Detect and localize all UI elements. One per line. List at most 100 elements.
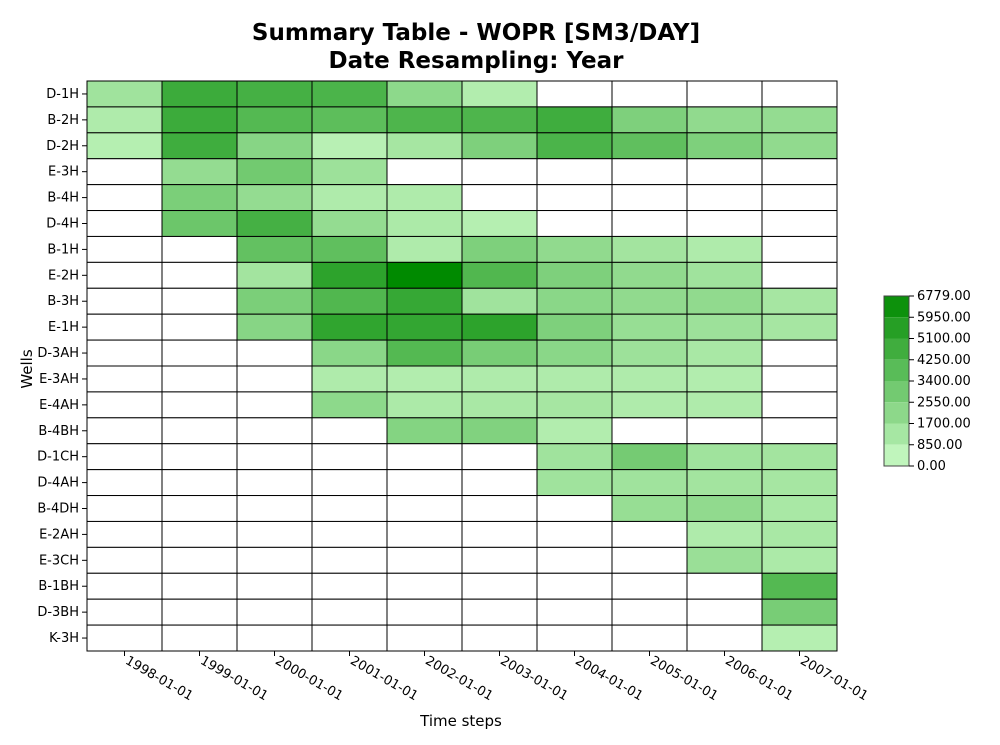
x-tick-label: 2003-01-01 bbox=[498, 653, 571, 704]
heatmap-cell bbox=[611, 313, 688, 341]
legend-tick-label: 3400.00 bbox=[917, 374, 971, 389]
heatmap-cell bbox=[161, 391, 238, 419]
heatmap-cell bbox=[461, 495, 538, 522]
heatmap-cell bbox=[611, 106, 688, 134]
heatmap-cell bbox=[461, 572, 538, 600]
heatmap-cell bbox=[761, 261, 838, 289]
color-legend: 6779.00 5950.00 5100.00 4250.00 3400.00 2550.… bbox=[883, 289, 971, 474]
heatmap-cell bbox=[161, 210, 238, 237]
heatmap-cell bbox=[761, 158, 838, 186]
heatmap-cell bbox=[761, 210, 838, 237]
legend-color-band bbox=[884, 338, 909, 360]
heatmap-cell bbox=[761, 106, 838, 134]
heatmap-cell bbox=[86, 572, 163, 600]
heatmap-cell bbox=[611, 287, 688, 315]
heatmap-cell bbox=[86, 598, 163, 626]
heatmap-cell bbox=[386, 235, 463, 263]
heatmap-cell bbox=[761, 287, 838, 315]
heatmap-cell bbox=[86, 520, 163, 548]
heatmap-cell bbox=[686, 546, 763, 574]
heatmap-cell bbox=[536, 443, 613, 471]
heatmap-cell bbox=[536, 598, 613, 626]
heatmap-cell bbox=[611, 339, 688, 367]
y-tick-label: D-4H bbox=[46, 217, 79, 232]
legend-color-band bbox=[884, 444, 909, 466]
chart-subtitle: Date Resampling: Year bbox=[329, 48, 625, 74]
heatmap-cell bbox=[311, 598, 388, 626]
heatmap-cell bbox=[236, 495, 313, 522]
heatmap-cell bbox=[161, 235, 238, 263]
heatmap-cell bbox=[311, 210, 388, 237]
heatmap-cell bbox=[461, 132, 538, 160]
heatmap-cell bbox=[686, 158, 763, 186]
legend-tick-label: 850.00 bbox=[917, 438, 963, 453]
heatmap-cell bbox=[761, 598, 838, 626]
heatmap-cell bbox=[311, 546, 388, 574]
legend-tick-label: 5950.00 bbox=[917, 310, 971, 325]
heatmap-cell bbox=[236, 106, 313, 134]
heatmap-cell bbox=[86, 106, 163, 134]
heatmap-cell bbox=[536, 184, 613, 212]
heatmap-cell bbox=[86, 417, 163, 445]
heatmap-cell bbox=[311, 469, 388, 497]
heatmap-cell bbox=[686, 106, 763, 134]
heatmap-cell bbox=[236, 313, 313, 341]
heatmap-cell bbox=[86, 132, 163, 160]
y-tick-label: E-1H bbox=[48, 320, 79, 335]
heatmap-cell bbox=[461, 287, 538, 315]
y-tick-label: B-3H bbox=[47, 294, 79, 309]
heatmap-cell bbox=[611, 520, 688, 548]
x-tick-label: 2001-01-01 bbox=[348, 653, 421, 704]
y-tick-label: E-3CH bbox=[39, 553, 79, 568]
heatmap-cell bbox=[686, 235, 763, 263]
heatmap-cell bbox=[536, 106, 613, 134]
legend-tick-label: 2550.00 bbox=[917, 395, 971, 410]
heatmap-cell bbox=[86, 313, 163, 341]
heatmap-cell bbox=[161, 469, 238, 497]
heatmap-cell bbox=[161, 520, 238, 548]
heatmap-cells bbox=[86, 80, 838, 652]
heatmap-cell bbox=[161, 598, 238, 626]
heatmap-cell bbox=[236, 339, 313, 367]
heatmap-cell bbox=[686, 210, 763, 237]
legend-color-band bbox=[884, 359, 909, 381]
heatmap-cell bbox=[386, 287, 463, 315]
heatmap-cell bbox=[311, 339, 388, 367]
legend-color-band bbox=[884, 402, 909, 424]
heatmap-cell bbox=[461, 313, 538, 341]
y-tick-label: B-1H bbox=[47, 242, 79, 257]
heatmap-cell bbox=[536, 132, 613, 160]
heatmap-cell bbox=[686, 339, 763, 367]
heatmap-cell bbox=[86, 339, 163, 367]
heatmap-cell bbox=[686, 443, 763, 471]
heatmap-cell bbox=[536, 235, 613, 263]
x-tick-label: 2007-01-01 bbox=[798, 653, 871, 704]
heatmap-cell bbox=[86, 546, 163, 574]
legend-tick-label: 6779.00 bbox=[917, 289, 971, 304]
heatmap-cell bbox=[311, 443, 388, 471]
heatmap-cell bbox=[686, 624, 763, 652]
heatmap-cell bbox=[761, 391, 838, 419]
heatmap-cell bbox=[536, 572, 613, 600]
y-tick-label: D-1H bbox=[46, 87, 79, 102]
heatmap-cell bbox=[761, 80, 838, 108]
heatmap-cell bbox=[311, 365, 388, 393]
heatmap-cell bbox=[86, 391, 163, 419]
heatmap-cell bbox=[611, 365, 688, 393]
heatmap-cell bbox=[536, 391, 613, 419]
y-tick-label: D-3AH bbox=[37, 346, 79, 361]
heatmap-cell bbox=[536, 520, 613, 548]
heatmap-cell bbox=[461, 598, 538, 626]
heatmap-cell bbox=[686, 417, 763, 445]
heatmap-cell bbox=[611, 495, 688, 522]
heatmap-cell bbox=[536, 417, 613, 445]
heatmap-cell bbox=[86, 158, 163, 186]
heatmap-cell bbox=[461, 80, 538, 108]
heatmap-cell bbox=[86, 365, 163, 393]
heatmap-cell bbox=[161, 443, 238, 471]
legend-color-band bbox=[884, 423, 909, 445]
heatmap-cell bbox=[236, 391, 313, 419]
heatmap-cell bbox=[536, 210, 613, 237]
heatmap-cell bbox=[236, 158, 313, 186]
y-tick-label: E-4AH bbox=[39, 398, 79, 413]
